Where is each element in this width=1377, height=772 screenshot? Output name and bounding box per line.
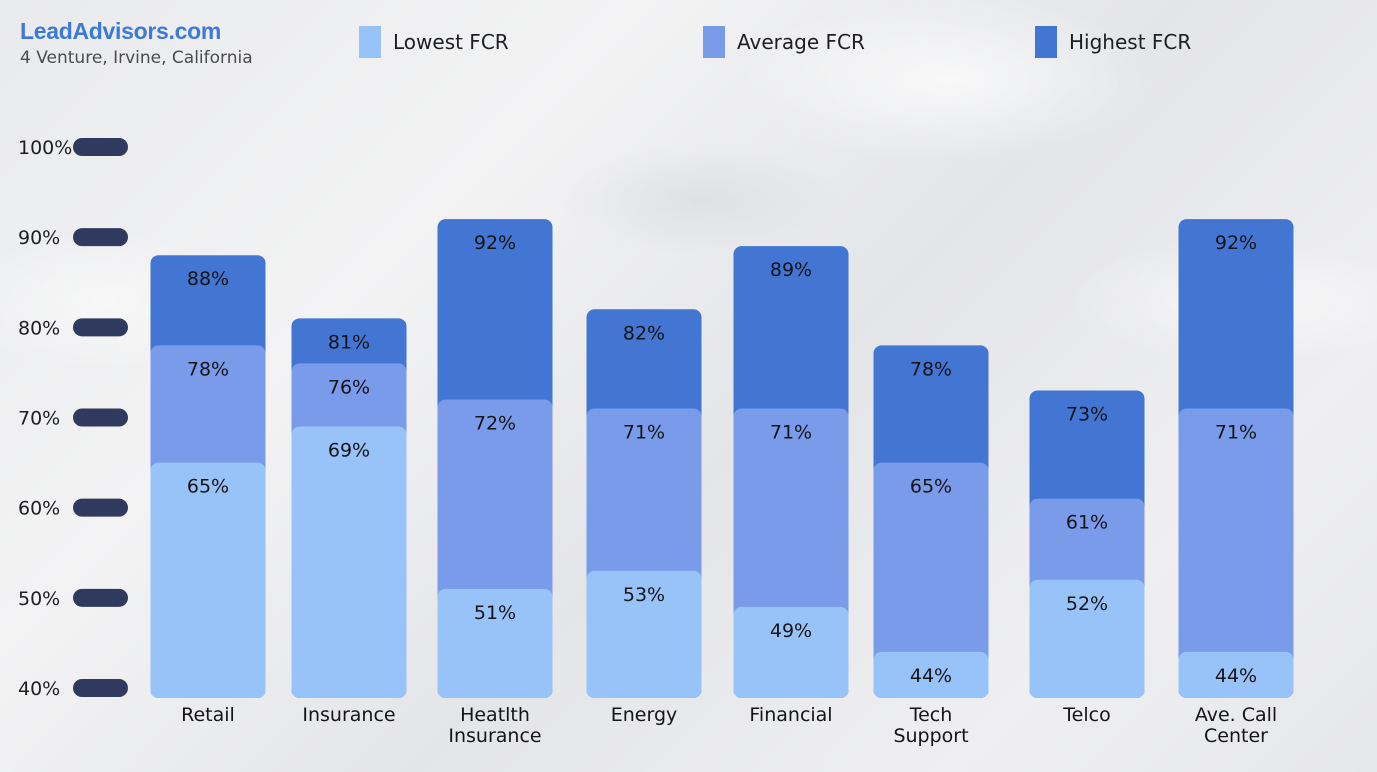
y-tick-label: 40% (18, 678, 60, 700)
bar-value-label-highest: 81% (328, 331, 370, 353)
bar-value-label-average: 71% (1215, 421, 1257, 443)
bar-value-label-lowest: 65% (187, 476, 229, 498)
bar-value-label-average: 72% (474, 412, 516, 434)
bar-lowest (437, 588, 553, 698)
brand-address: 4 Venture, Irvine, California (20, 48, 253, 68)
y-tick-pill (73, 318, 128, 337)
bar-lowest (291, 426, 407, 698)
bar-value-label-highest: 89% (770, 259, 812, 281)
y-tick-pill (73, 588, 128, 607)
category-label: Insurance (448, 725, 541, 747)
legend-label-lowest: Lowest FCR (393, 30, 509, 54)
y-tick-label: 50% (18, 588, 60, 610)
y-tick-label: 100% (18, 137, 72, 159)
legend-label-highest: Highest FCR (1069, 30, 1192, 54)
bar-value-label-average: 71% (623, 421, 665, 443)
y-tick-label: 60% (18, 498, 60, 520)
bar-lowest (1029, 579, 1145, 698)
bar-value-label-highest: 73% (1066, 403, 1108, 425)
legend-item-highest: Highest FCR (1035, 26, 1191, 58)
y-tick-label: 90% (18, 227, 60, 249)
category-label: Heatlth (460, 704, 530, 726)
y-tick-pill (73, 498, 128, 517)
brand-name: LeadAdvisors.com (20, 18, 221, 44)
legend-swatch-highest (1035, 26, 1057, 58)
bar-average (1178, 408, 1294, 698)
category-label: Ave. Call (1195, 704, 1277, 726)
bar-value-label-average: 61% (1066, 512, 1108, 534)
bar-value-label-average: 76% (328, 376, 370, 398)
bar-value-label-lowest: 44% (1215, 665, 1257, 687)
y-tick-pill (73, 228, 128, 247)
bar-value-label-lowest: 53% (623, 584, 665, 606)
legend-item-average: Average FCR (703, 26, 865, 58)
bar-lowest (586, 570, 702, 698)
bar-lowest (733, 606, 849, 698)
category-label: Support (893, 725, 968, 747)
bar-average (873, 462, 989, 698)
legend-swatch-lowest (359, 26, 381, 58)
bar-value-label-lowest: 69% (328, 440, 370, 462)
bar-value-label-highest: 92% (1215, 232, 1257, 254)
category-label: Retail (181, 704, 235, 726)
legend-item-lowest: Lowest FCR (359, 26, 509, 58)
y-tick-pill (73, 138, 128, 156)
bar-lowest (150, 462, 266, 698)
category-label: Center (1204, 725, 1268, 747)
category-label: Financial (749, 704, 832, 726)
category-label: Tech (909, 704, 953, 726)
legend-label-average: Average FCR (737, 30, 865, 54)
category-label: Energy (611, 704, 678, 726)
bar-value-label-average: 65% (910, 476, 952, 498)
bar-value-label-highest: 82% (623, 322, 665, 344)
bar-value-label-highest: 88% (187, 268, 229, 290)
y-tick-pill (73, 408, 128, 427)
bar-value-label-average: 78% (187, 358, 229, 380)
bar-lowest (873, 651, 989, 698)
y-tick-label: 80% (18, 317, 60, 339)
category-label: Telco (1062, 704, 1110, 726)
bar-value-label-average: 71% (770, 421, 812, 443)
bar-value-label-lowest: 52% (1066, 593, 1108, 615)
y-tick-label: 70% (18, 408, 60, 430)
bar-lowest (1178, 651, 1294, 698)
category-label: Insurance (302, 704, 395, 726)
bar-value-label-lowest: 51% (474, 602, 516, 624)
bar-value-label-lowest: 49% (770, 620, 812, 642)
bar-value-label-lowest: 44% (910, 665, 952, 687)
bar-value-label-highest: 92% (474, 232, 516, 254)
brand-block: LeadAdvisors.com 4 Venture, Irvine, Cali… (20, 18, 253, 68)
y-tick-pill (73, 679, 128, 697)
bar-value-label-highest: 78% (910, 358, 952, 380)
legend-swatch-average (703, 26, 725, 58)
